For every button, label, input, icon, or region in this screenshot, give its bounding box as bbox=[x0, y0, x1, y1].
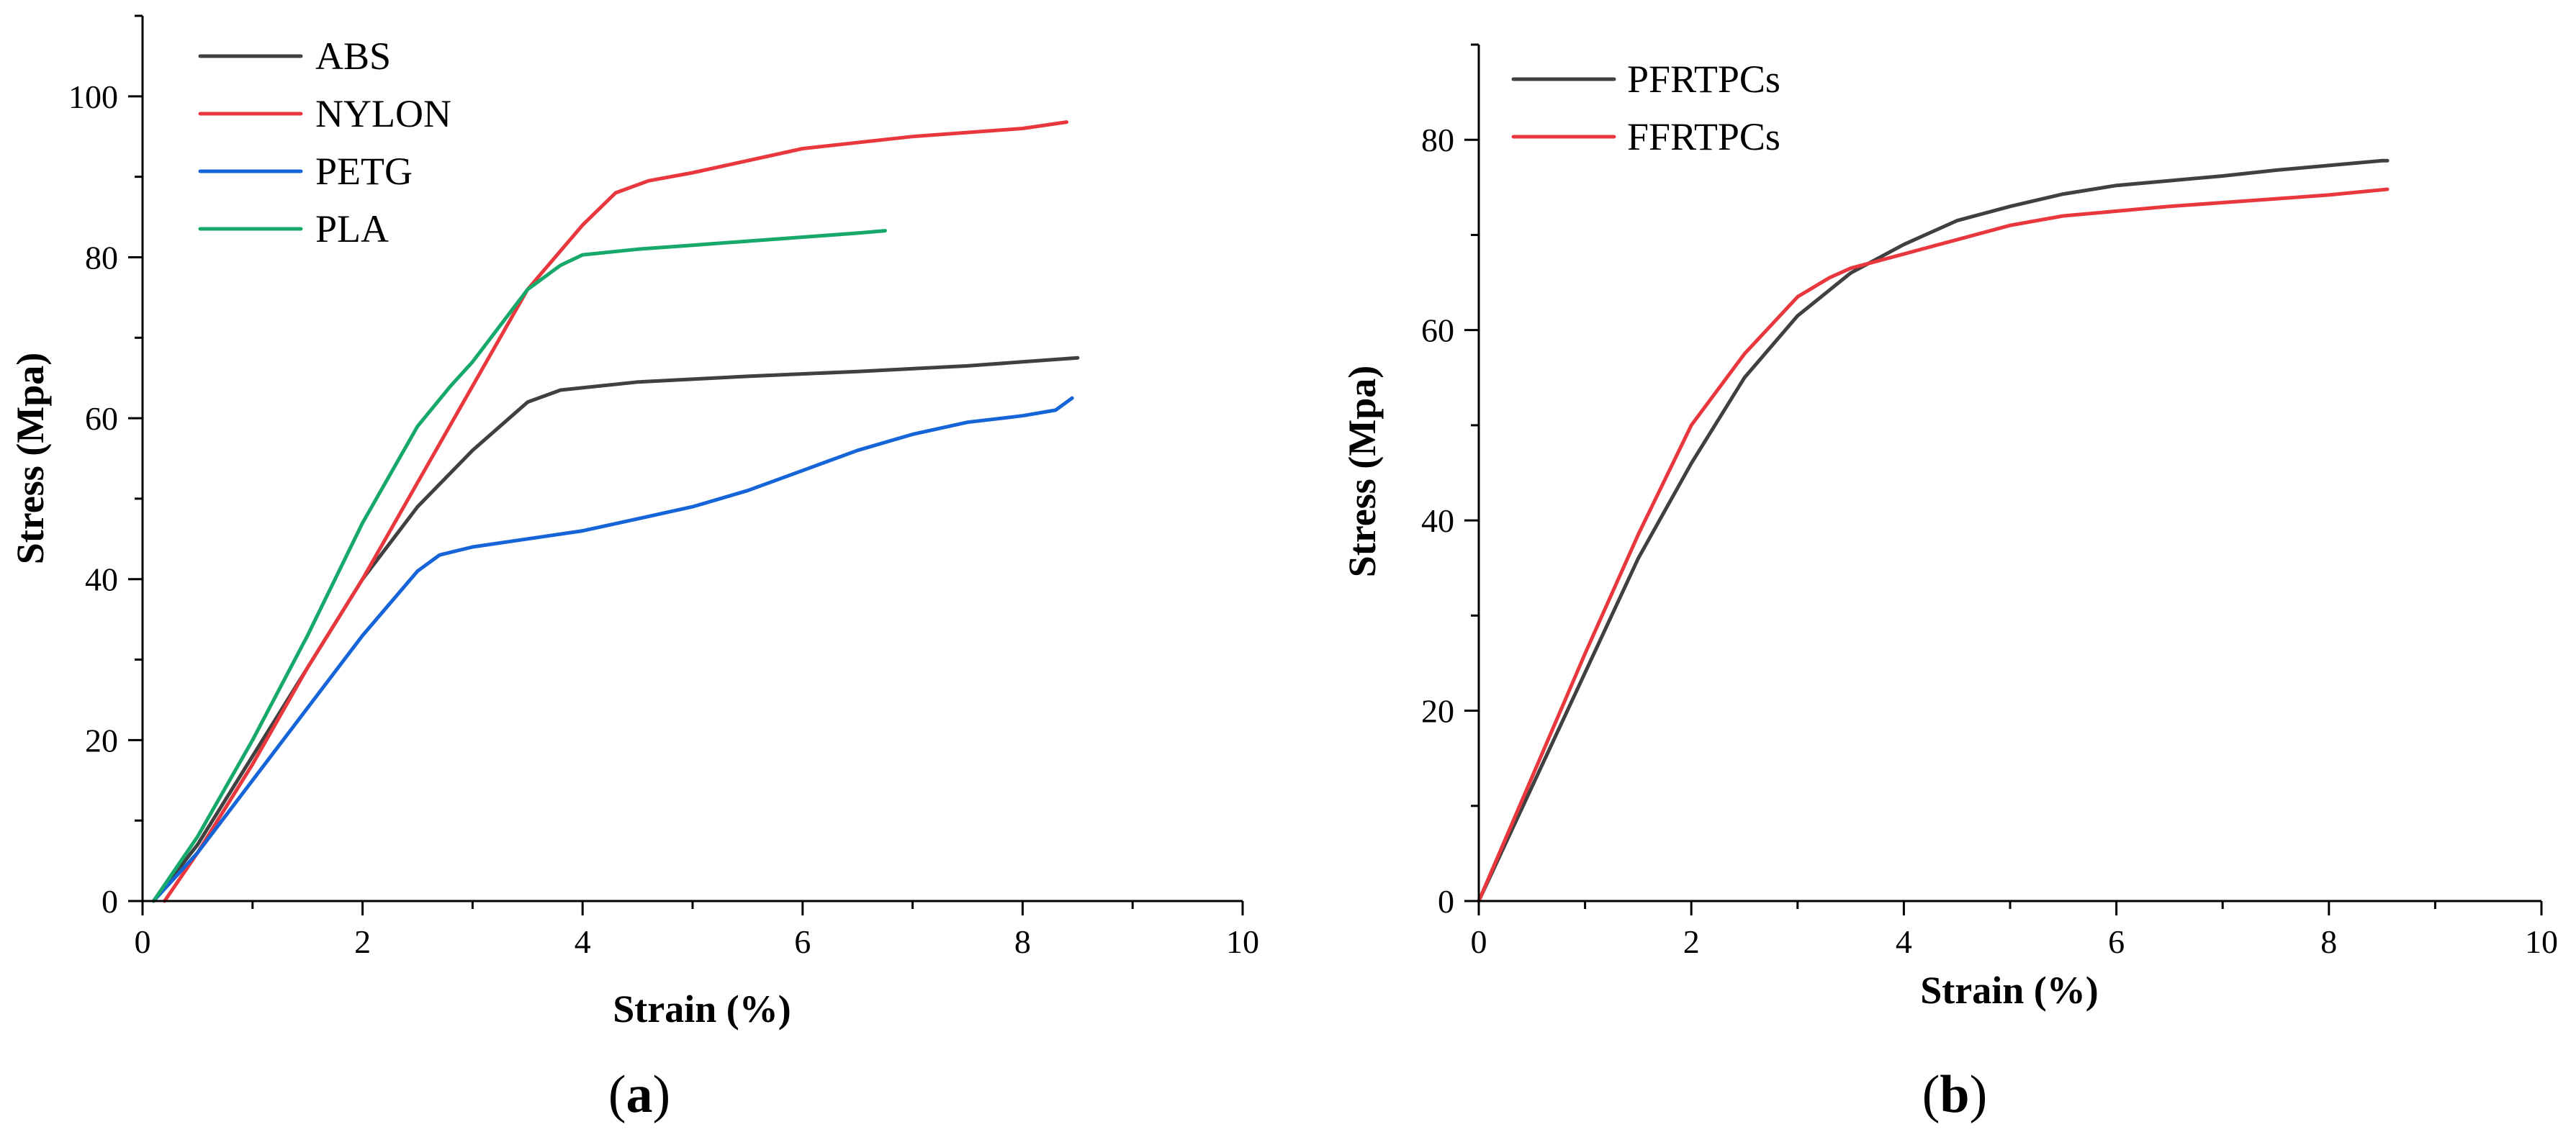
chart-a-x-tick-label: 10 bbox=[1226, 923, 1259, 960]
chart-a-panel-letter: a bbox=[626, 1065, 653, 1124]
chart-b-x-tick-label: 4 bbox=[1896, 923, 1912, 960]
chart-b-x-tick-label: 8 bbox=[2320, 923, 2337, 960]
series-line-pla bbox=[151, 229, 887, 903]
legend-a-label-pla: PLA bbox=[315, 207, 389, 250]
chart-b-series-group bbox=[1477, 158, 2390, 903]
chart-b-x-tick-label: 10 bbox=[2525, 923, 2558, 960]
chart-b-x-axis-title: Strain (%) bbox=[1920, 969, 2098, 1012]
chart-a-x-tick-label: 4 bbox=[575, 923, 591, 960]
chart-a-legend: ABS NYLON PETG PLA bbox=[198, 35, 451, 250]
chart-panel-b: 0 2 4 6 8 10 0 20 40 60 80 PFRTPCs FFRTPCs Strain… bbox=[1341, 43, 2558, 1124]
chart-a-y-tick-label: 80 bbox=[85, 239, 118, 276]
series-line-abs bbox=[151, 356, 1080, 903]
chart-a-y-tick-label: 100 bbox=[68, 78, 118, 115]
series-line-nylon bbox=[163, 120, 1068, 903]
chart-a-x-tick-label: 6 bbox=[794, 923, 811, 960]
chart-a-x-tick-label: 2 bbox=[354, 923, 371, 960]
chart-a-y-tick-label: 0 bbox=[102, 883, 118, 920]
chart-a-y-ticks: 0 20 40 60 80 100 bbox=[68, 14, 143, 920]
series-line-ffrtpcs bbox=[1477, 187, 2390, 903]
legend-a-label-petg: PETG bbox=[315, 150, 413, 193]
chart-a-y-tick-label: 60 bbox=[85, 400, 118, 437]
chart-a-y-axis-title: Stress (Mpa) bbox=[9, 353, 52, 564]
chart-b-y-tick-label: 20 bbox=[1421, 693, 1454, 730]
chart-b-y-ticks: 0 20 40 60 80 bbox=[1421, 43, 1479, 920]
legend-b-label-pfrtpcs: PFRTPCs bbox=[1627, 58, 1780, 101]
chart-a-x-axis-title: Strain (%) bbox=[613, 987, 791, 1031]
chart-b-x-tick-label: 2 bbox=[1683, 923, 1700, 960]
chart-a-y-tick-label: 20 bbox=[85, 722, 118, 759]
legend-b-label-ffrtpcs: FFRTPCs bbox=[1627, 115, 1780, 158]
chart-b-y-axis-title: Stress (Mpa) bbox=[1341, 366, 1384, 577]
legend-a-label-abs: ABS bbox=[315, 35, 391, 78]
chart-b-x-tick-label: 6 bbox=[2108, 923, 2125, 960]
chart-a-panel-label: (a) bbox=[608, 1065, 670, 1124]
chart-b-y-tick-label: 60 bbox=[1421, 312, 1454, 349]
chart-b-x-tick-label: 0 bbox=[1471, 923, 1487, 960]
chart-a-x-ticks: 0 2 4 6 8 10 bbox=[135, 901, 1259, 960]
chart-b-legend: PFRTPCs FFRTPCs bbox=[1511, 58, 1780, 158]
chart-b-x-ticks: 0 2 4 6 8 10 bbox=[1471, 901, 2558, 960]
chart-a-x-tick-label: 0 bbox=[135, 923, 151, 960]
series-line-petg bbox=[151, 396, 1074, 903]
legend-a-label-nylon: NYLON bbox=[315, 92, 451, 135]
chart-a-series-group bbox=[151, 120, 1080, 903]
chart-a-x-tick-label: 8 bbox=[1014, 923, 1031, 960]
chart-b-y-tick-label: 40 bbox=[1421, 502, 1454, 539]
chart-a-y-tick-label: 40 bbox=[85, 561, 118, 598]
chart-b-panel-letter: b bbox=[1940, 1065, 1969, 1124]
chart-b-panel-label: (b) bbox=[1922, 1065, 1987, 1124]
chart-b-y-tick-label: 80 bbox=[1421, 122, 1454, 158]
chart-b-y-tick-label: 0 bbox=[1438, 883, 1454, 920]
series-line-pfrtpcs bbox=[1477, 158, 2390, 903]
